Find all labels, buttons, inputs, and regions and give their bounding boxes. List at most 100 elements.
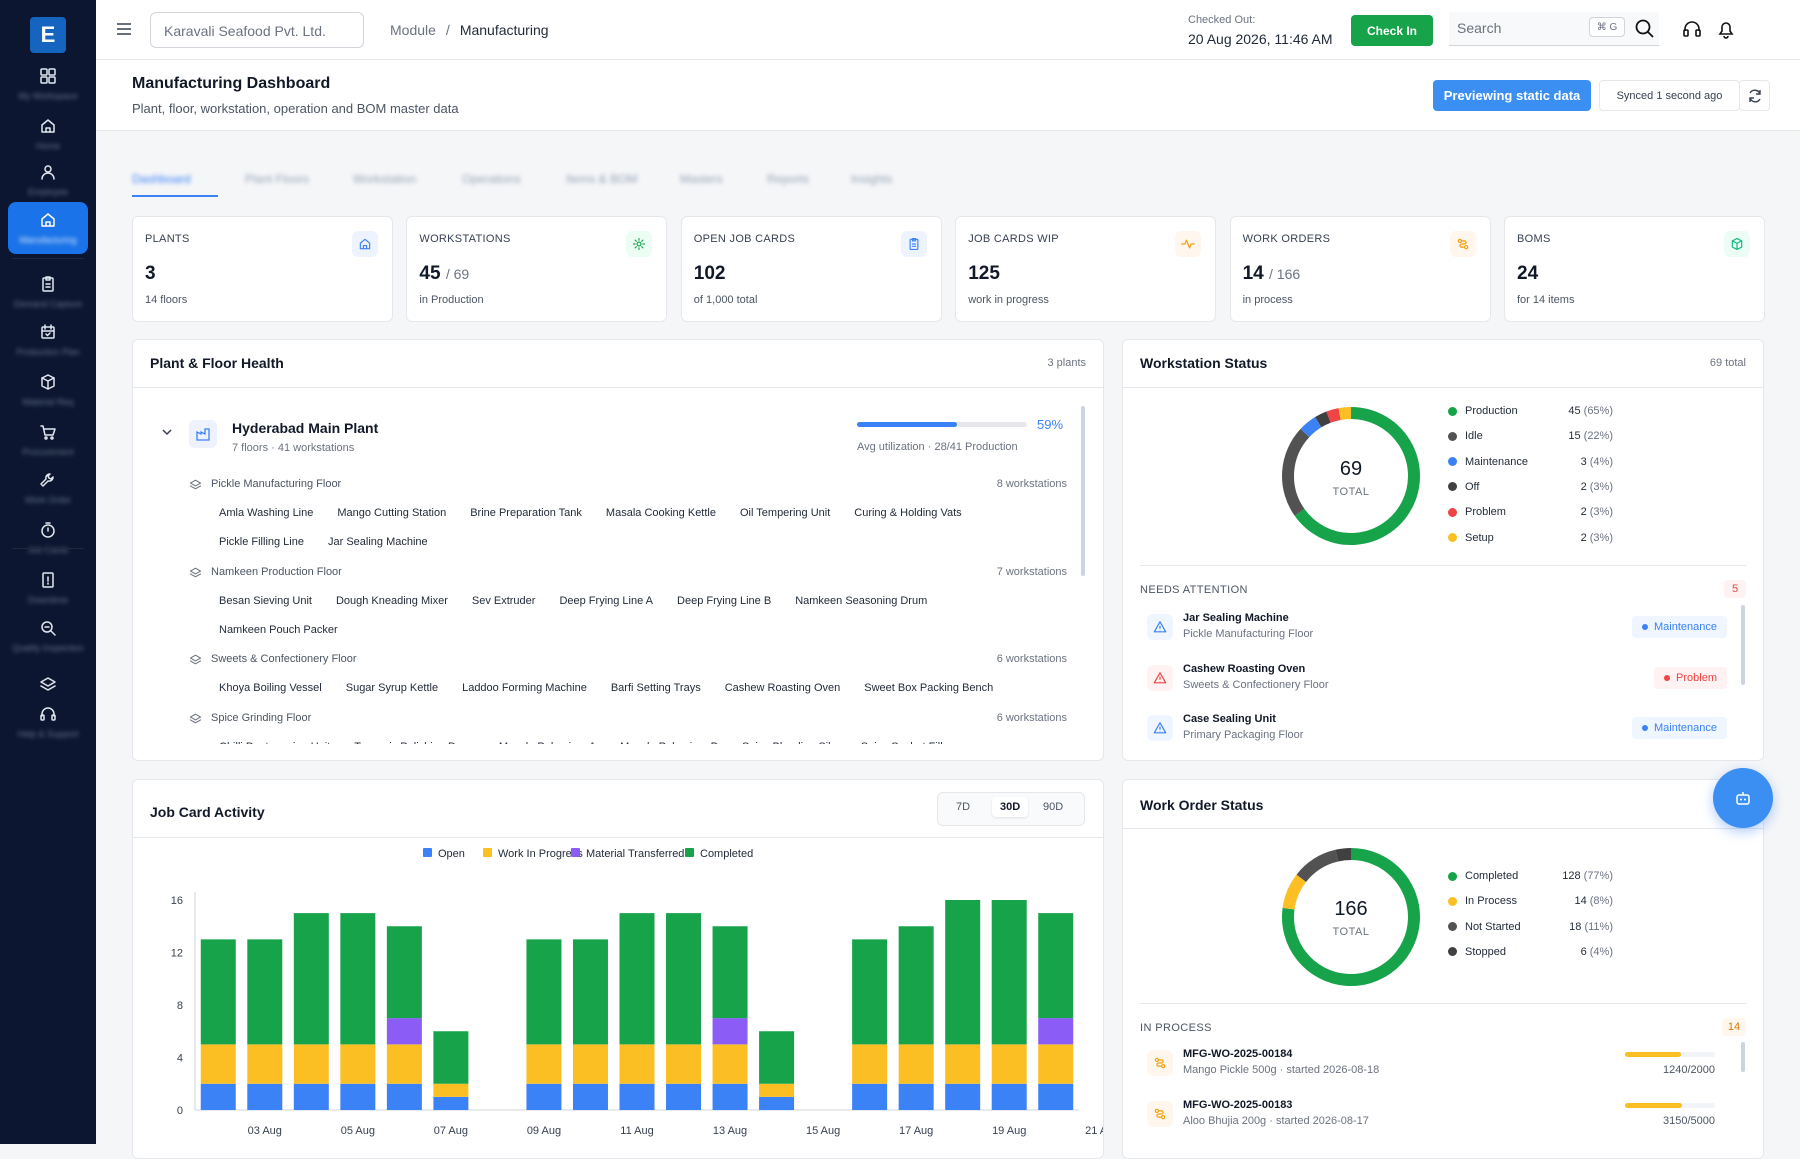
floor-name[interactable]: Sweets & Confectionery Floor: [211, 653, 357, 665]
donut-segment-off[interactable]: [1315, 411, 1331, 428]
bar-segment-work-in-progress[interactable]: [293, 1044, 329, 1084]
bar-segment-work-in-progress[interactable]: [340, 1044, 376, 1084]
chevron-down-icon[interactable]: [161, 426, 173, 438]
bar-segment-completed[interactable]: [526, 939, 562, 1045]
sidebar-item-home[interactable]: Home: [8, 108, 88, 160]
bar-segment-open[interactable]: [200, 1083, 236, 1110]
bar-segment-open[interactable]: [991, 1083, 1027, 1110]
bar-segment-work-in-progress[interactable]: [200, 1044, 236, 1084]
bar-segment-completed[interactable]: [666, 913, 702, 1045]
sidebar-item-production-plan[interactable]: Production Plan: [8, 314, 88, 366]
workstation-chip[interactable]: Mango Cutting Station: [337, 507, 447, 519]
bar-segment-work-in-progress[interactable]: [572, 1044, 608, 1084]
workstation-chip[interactable]: Masala Pulverizer A: [499, 734, 596, 744]
bar-segment-work-in-progress[interactable]: [247, 1044, 283, 1084]
search-input[interactable]: Search: [1449, 12, 1659, 46]
donut-segment-stopped[interactable]: [1335, 848, 1352, 862]
sidebar-item-help-support[interactable]: Help & Support: [8, 696, 88, 748]
bar-segment-completed[interactable]: [340, 913, 376, 1045]
app-logo[interactable]: E: [30, 17, 66, 53]
bar-segment-material-transferred[interactable]: [712, 1018, 748, 1045]
company-selector[interactable]: Karavali Seafood Pvt. Ltd.: [150, 12, 364, 48]
bar-segment-open[interactable]: [340, 1083, 376, 1110]
workstation-chip[interactable]: Sugar Syrup Kettle: [345, 682, 439, 694]
refresh-button[interactable]: [1739, 80, 1770, 111]
plant-name[interactable]: Hyderabad Main Plant: [232, 420, 379, 436]
workstation-chip[interactable]: Sweet Box Packing Bench: [864, 682, 994, 694]
bar-segment-open[interactable]: [247, 1083, 283, 1110]
donut-segment-in-process[interactable]: [1282, 874, 1307, 910]
attention-item[interactable]: Cashew Roasting Oven Sweets & Confectione…: [1139, 661, 1747, 705]
donut-segment-setup[interactable]: [1338, 407, 1352, 420]
check-in-button[interactable]: Check In: [1351, 15, 1433, 46]
bar-segment-work-in-progress[interactable]: [433, 1083, 469, 1097]
workstation-chip[interactable]: Cashew Roasting Oven: [724, 682, 841, 694]
tab-items-bom[interactable]: Items & BOM: [566, 172, 638, 186]
bar-segment-completed[interactable]: [1038, 913, 1074, 1019]
workstation-chip[interactable]: Masala Pulverizer B: [620, 734, 718, 744]
sidebar-item-work-order[interactable]: Work Order: [8, 462, 88, 514]
kpi-card-job-cards-wip[interactable]: JOB CARDS WIP 125 work in progress: [955, 216, 1217, 322]
tab-operations[interactable]: Operations: [462, 172, 521, 186]
sidebar-item-downtime[interactable]: Downtime: [8, 562, 88, 614]
bar-segment-work-in-progress[interactable]: [759, 1083, 795, 1097]
bar-segment-open[interactable]: [526, 1083, 562, 1110]
sidebar-item-manufacturing[interactable]: Manufacturing: [8, 202, 88, 254]
workstation-chip[interactable]: Turmeric Polishing Drum: [354, 734, 475, 744]
donut-segment-problem[interactable]: [1326, 408, 1341, 423]
bar-segment-work-in-progress[interactable]: [898, 1044, 934, 1084]
sidebar-item-demand-capture[interactable]: Demand Capture: [8, 266, 88, 318]
workstation-chip[interactable]: Spice Sachet Filler: [861, 734, 953, 744]
bar-segment-completed[interactable]: [759, 1031, 795, 1084]
kpi-card-workstations[interactable]: WORKSTATIONS 45 / 69 in Production: [406, 216, 668, 322]
bar-segment-work-in-progress[interactable]: [666, 1044, 702, 1084]
bar-segment-work-in-progress[interactable]: [526, 1044, 562, 1084]
kpi-card-work-orders[interactable]: WORK ORDERS 14 / 166 in process: [1229, 216, 1491, 322]
workstation-chip[interactable]: Deep Frying Line B: [677, 595, 772, 607]
bar-segment-open[interactable]: [852, 1083, 888, 1110]
kpi-card-boms[interactable]: BOMS 24 for 14 items: [1504, 216, 1765, 322]
workstation-chip[interactable]: Deep Frying Line A: [559, 595, 654, 607]
bar-segment-completed[interactable]: [991, 900, 1027, 1045]
workstation-chip[interactable]: Masala Cooking Kettle: [605, 507, 716, 519]
bar-segment-completed[interactable]: [572, 939, 608, 1045]
workstation-chip[interactable]: Oil Tempering Unit: [739, 507, 831, 519]
floor-name[interactable]: Pickle Manufacturing Floor: [211, 478, 342, 490]
bar-segment-completed[interactable]: [293, 913, 329, 1045]
bar-segment-completed[interactable]: [852, 939, 888, 1045]
workstation-chip[interactable]: Amla Washing Line: [219, 507, 314, 519]
kpi-card-open-job-cards[interactable]: OPEN JOB CARDS 102 of 1,000 total: [680, 216, 942, 322]
donut-segment-completed[interactable]: [1282, 848, 1420, 986]
bar-segment-open[interactable]: [1038, 1083, 1074, 1110]
bar-segment-work-in-progress[interactable]: [619, 1044, 655, 1084]
bar-segment-open[interactable]: [293, 1083, 329, 1110]
bar-segment-completed[interactable]: [898, 926, 934, 1045]
workstation-chip[interactable]: Khoya Boiling Vessel: [219, 682, 322, 694]
donut-segment-maintenance[interactable]: [1300, 417, 1322, 438]
workstation-chip[interactable]: Barfi Setting Trays: [610, 682, 701, 694]
scrollbar[interactable]: [1741, 1042, 1745, 1072]
bar-segment-work-in-progress[interactable]: [386, 1044, 422, 1084]
headset-icon[interactable]: [1681, 18, 1703, 40]
range-30d[interactable]: 30D: [992, 797, 1029, 817]
bar-segment-open[interactable]: [619, 1083, 655, 1110]
donut-segment-idle[interactable]: [1282, 428, 1310, 516]
preview-static-button[interactable]: Previewing static data: [1433, 80, 1591, 111]
scrollbar[interactable]: [1081, 406, 1085, 576]
attention-item[interactable]: Case Sealing Unit Primary Packaging Floor…: [1139, 711, 1747, 755]
bar-segment-open[interactable]: [945, 1083, 981, 1110]
donut-segment-production[interactable]: [1294, 407, 1420, 545]
workstation-chip[interactable]: Jar Sealing Machine: [327, 536, 428, 548]
bar-segment-completed[interactable]: [945, 900, 981, 1045]
tab-insights[interactable]: Insights: [851, 172, 893, 186]
sidebar-item-job-cards[interactable]: Job Cards: [8, 512, 88, 564]
bar-segment-work-in-progress[interactable]: [991, 1044, 1027, 1084]
tab-masters[interactable]: Masters: [680, 172, 723, 186]
bell-icon[interactable]: [1715, 18, 1737, 40]
donut-segment-not-started[interactable]: [1296, 849, 1339, 883]
work-order-item[interactable]: MFG-WO-2025-00183 Aloo Bhujia 200g · star…: [1139, 1097, 1747, 1141]
sidebar-item-procurement[interactable]: Procurement: [8, 414, 88, 466]
work-order-item[interactable]: MFG-WO-2025-00184 Mango Pickle 500g · sta…: [1139, 1046, 1747, 1090]
bar-segment-open[interactable]: [759, 1096, 795, 1110]
workstation-chip[interactable]: Namkeen Pouch Packer: [219, 624, 338, 636]
